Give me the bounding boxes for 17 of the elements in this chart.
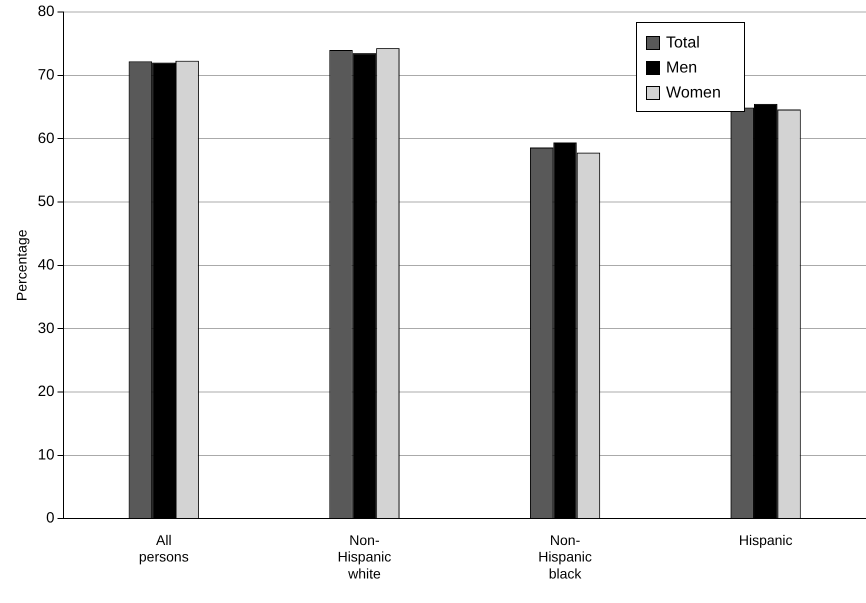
x-tick-label: Hispanic — [738, 532, 793, 548]
y-tick-label: 50 — [38, 193, 54, 210]
y-tick-label: 30 — [38, 320, 54, 337]
y-tick-label: 0 — [46, 510, 54, 527]
x-tick-label: All persons — [138, 532, 189, 565]
legend-label: Total — [666, 34, 700, 52]
y-tick-label: 60 — [38, 130, 54, 147]
x-tick-label: Non-Hispanic white — [338, 532, 392, 582]
y-tick-label: 20 — [38, 383, 54, 400]
y-axis-title: Percentage — [13, 229, 30, 302]
y-tick-label: 80 — [38, 3, 54, 20]
legend-label: Women — [666, 84, 721, 102]
legend-label: Men — [666, 59, 698, 76]
y-tick-label: 70 — [38, 66, 54, 84]
x-tick-label: Non-Hispanic black — [538, 532, 592, 582]
y-tick-label: 10 — [38, 446, 54, 464]
y-tick-label: 40 — [38, 256, 54, 274]
